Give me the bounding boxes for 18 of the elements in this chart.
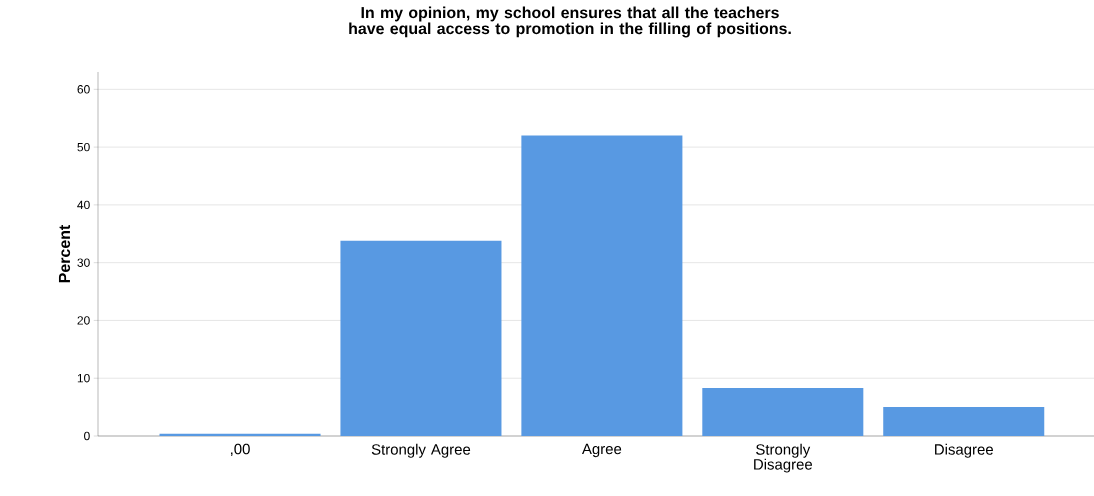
- x-tick-label: Strongly Disagree: [754, 443, 813, 473]
- y-tick-label: 40: [77, 200, 90, 210]
- y-tick-label: 50: [77, 142, 90, 152]
- bar: [883, 407, 1045, 436]
- y-tick-label: 10: [77, 373, 90, 383]
- y-tick-label: 60: [77, 85, 90, 94]
- y-tick-label: 20: [77, 316, 90, 325]
- bar: [521, 135, 683, 436]
- y-tick-label: 0: [84, 431, 90, 441]
- x-tick-label: Strongly Agree: [371, 443, 471, 458]
- x-tick-label: ,00: [230, 443, 250, 457]
- y-axis-title: Percent: [58, 224, 71, 283]
- chart-title: In my opinion, my school ensures that all the teachers have equal access to promotion in the filling of positions.: [349, 6, 791, 38]
- y-tick-label: 30: [77, 258, 90, 267]
- bar: [340, 240, 502, 436]
- bar: [702, 388, 864, 436]
- x-tick-label: Disagree: [935, 443, 993, 458]
- x-tick-label: Agree: [581, 443, 622, 458]
